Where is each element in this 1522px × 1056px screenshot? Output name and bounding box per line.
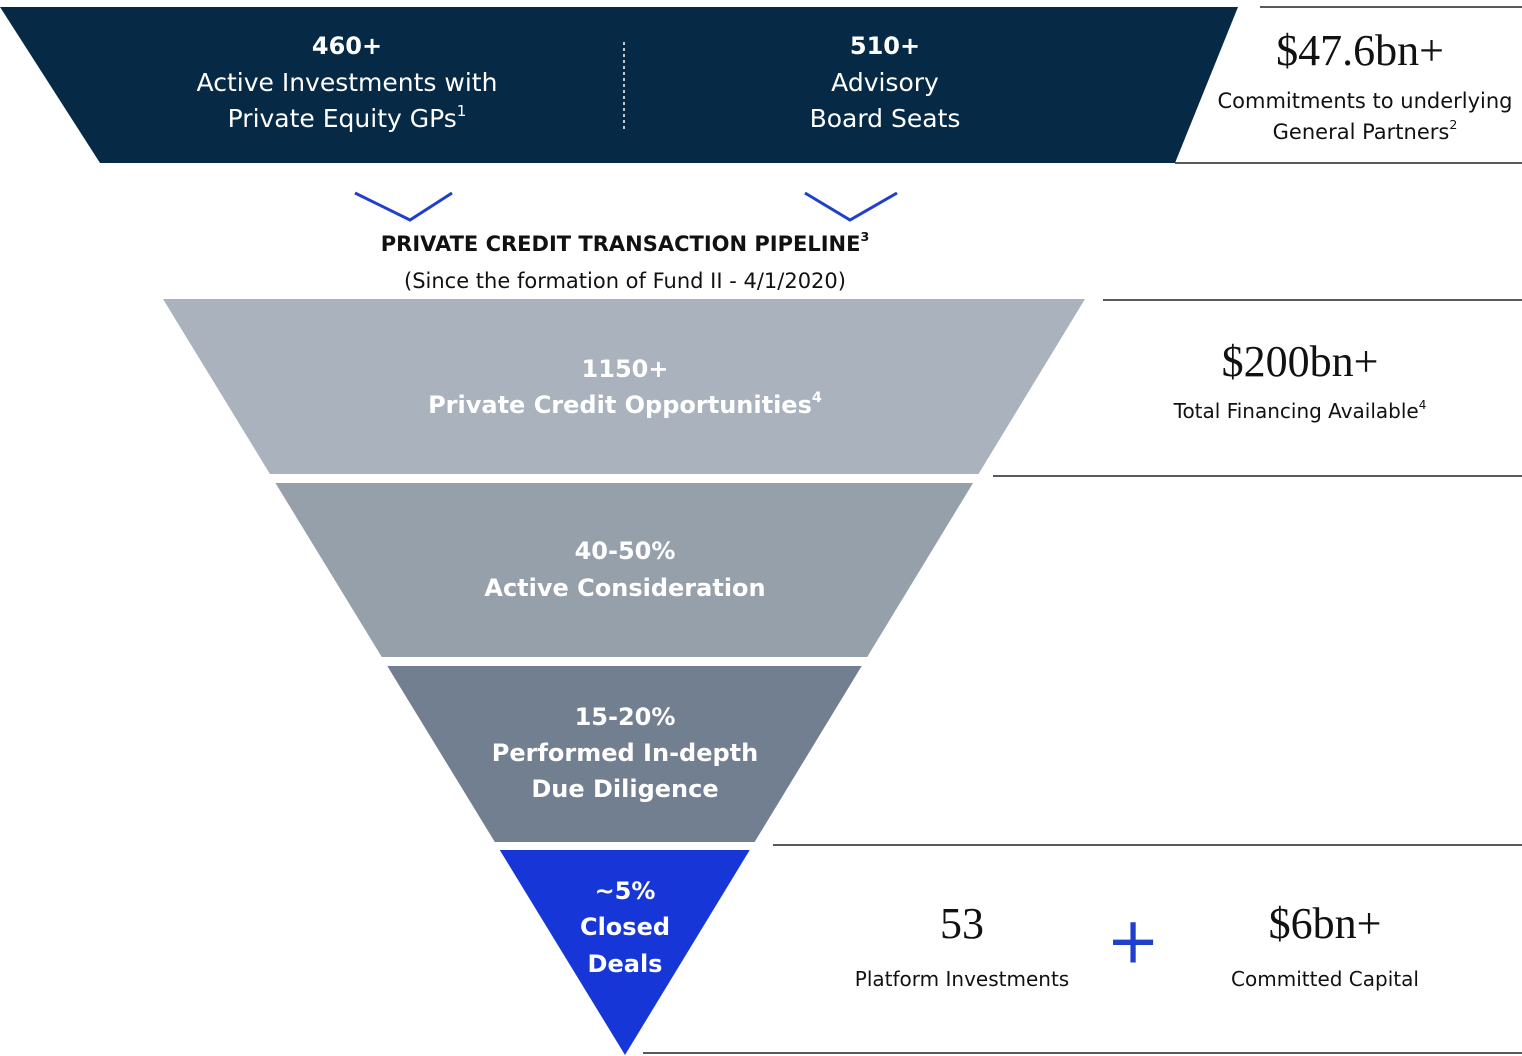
stage-label: Performed In-depth xyxy=(492,739,758,767)
stat-label: General Partners2 xyxy=(1273,117,1458,144)
stage-label-text: 1150+ xyxy=(582,355,669,383)
item-label-text: Board Seats xyxy=(810,104,961,133)
funnel-stage xyxy=(275,483,974,657)
stage-label-text: Due Diligence xyxy=(531,775,718,803)
stage-label: Active Consideration xyxy=(484,574,765,602)
stat-label: Platform Investments xyxy=(855,967,1069,991)
stage-label-text: Closed xyxy=(580,913,670,941)
stage-label-text: 15-20% xyxy=(575,703,676,731)
stat-label-text: Committed Capital xyxy=(1231,967,1419,991)
stage-label-text: Private Credit Opportunities xyxy=(428,391,812,419)
footnote: 4 xyxy=(812,390,822,406)
stat-label: Committed Capital xyxy=(1231,967,1419,991)
stage-label: Private Credit Opportunities4 xyxy=(428,390,822,419)
stage-label: ~5% xyxy=(595,877,656,905)
pipeline-title: PRIVATE CREDIT TRANSACTION PIPELINE3 xyxy=(381,229,869,256)
item-label: Active Investments with xyxy=(197,68,498,97)
stage-label-text: Deals xyxy=(588,950,663,978)
plus-sign: + xyxy=(1106,905,1160,979)
funnel-stage xyxy=(163,299,1085,474)
stat-value: 53 xyxy=(940,899,984,948)
stat-label-text: General Partners xyxy=(1273,120,1450,144)
top-band xyxy=(0,7,1238,163)
stage-label-text: ~5% xyxy=(595,877,656,905)
footnote: 2 xyxy=(1449,117,1457,132)
item-label: Board Seats xyxy=(810,104,961,133)
stage-label-text: Performed In-depth xyxy=(492,739,758,767)
stat-label-text: Commitments to underlying xyxy=(1217,89,1512,113)
stat-value: $200bn+ xyxy=(1222,337,1379,386)
footnote: 1 xyxy=(457,102,467,120)
stage-label: Deals xyxy=(588,950,663,978)
stage-label: 1150+ xyxy=(582,355,669,383)
footnote: 4 xyxy=(1419,398,1427,412)
item-label: Advisory xyxy=(831,68,939,97)
stat-label-text: Total Financing Available xyxy=(1173,399,1419,423)
stat-value: $6bn+ xyxy=(1269,899,1382,948)
item-label: Private Equity GPs1 xyxy=(228,102,467,134)
item-value: 460+ xyxy=(312,32,382,60)
chevron xyxy=(354,191,453,222)
item-value: 510+ xyxy=(850,32,920,60)
item-label-text: Private Equity GPs xyxy=(228,104,457,133)
stage-label-text: Active Consideration xyxy=(484,574,765,602)
stat-label-text: Platform Investments xyxy=(855,967,1069,991)
funnel-stage xyxy=(387,666,862,842)
item-label-text: Active Investments with xyxy=(197,68,498,97)
stage-label: 40-50% xyxy=(575,537,676,565)
stage-label-text: 40-50% xyxy=(575,537,676,565)
chevron xyxy=(804,191,898,222)
footnote: 3 xyxy=(860,229,869,244)
funnel-stage xyxy=(499,850,750,1055)
stat-value: $47.6bn+ xyxy=(1276,26,1444,75)
pipeline-title-text: PRIVATE CREDIT TRANSACTION PIPELINE xyxy=(381,232,861,256)
stage-label: Due Diligence xyxy=(531,775,718,803)
stage-label: Closed xyxy=(580,913,670,941)
stat-label: Total Financing Available4 xyxy=(1173,398,1427,423)
stat-label: Commitments to underlying xyxy=(1217,89,1512,113)
pipeline-subtitle: (Since the formation of Fund II - 4/1/20… xyxy=(404,269,846,293)
stage-label: 15-20% xyxy=(575,703,676,731)
item-label-text: Advisory xyxy=(831,68,939,97)
